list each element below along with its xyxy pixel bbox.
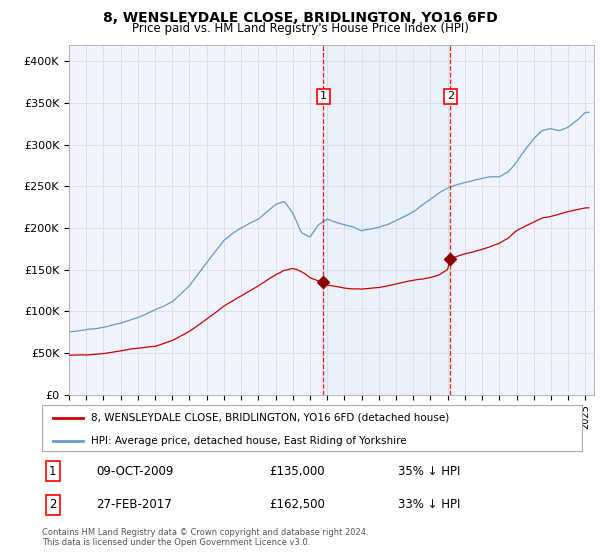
Text: 33% ↓ HPI: 33% ↓ HPI — [398, 498, 461, 511]
FancyBboxPatch shape — [42, 405, 582, 451]
Text: 2: 2 — [49, 498, 56, 511]
Bar — [323, 45, 450, 395]
Text: £162,500: £162,500 — [269, 498, 325, 511]
Text: 1: 1 — [320, 91, 327, 101]
Text: 27-FEB-2017: 27-FEB-2017 — [96, 498, 172, 511]
Text: Contains HM Land Registry data © Crown copyright and database right 2024.
This d: Contains HM Land Registry data © Crown c… — [42, 528, 368, 547]
Text: 8, WENSLEYDALE CLOSE, BRIDLINGTON, YO16 6FD: 8, WENSLEYDALE CLOSE, BRIDLINGTON, YO16 … — [103, 11, 497, 25]
Text: 8, WENSLEYDALE CLOSE, BRIDLINGTON, YO16 6FD (detached house): 8, WENSLEYDALE CLOSE, BRIDLINGTON, YO16 … — [91, 413, 449, 423]
Text: £135,000: £135,000 — [269, 465, 325, 478]
Text: 2: 2 — [447, 91, 454, 101]
Text: 35% ↓ HPI: 35% ↓ HPI — [398, 465, 461, 478]
Text: 1: 1 — [49, 465, 56, 478]
Text: 09-OCT-2009: 09-OCT-2009 — [96, 465, 173, 478]
Text: Price paid vs. HM Land Registry's House Price Index (HPI): Price paid vs. HM Land Registry's House … — [131, 22, 469, 35]
Text: HPI: Average price, detached house, East Riding of Yorkshire: HPI: Average price, detached house, East… — [91, 436, 406, 446]
